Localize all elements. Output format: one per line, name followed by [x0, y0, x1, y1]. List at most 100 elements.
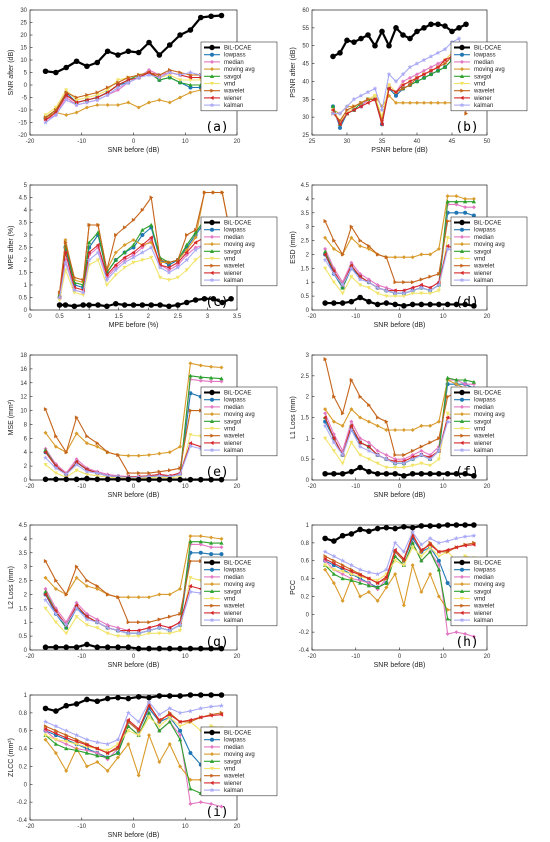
data-point [436, 246, 441, 251]
data-point [456, 35, 462, 41]
legend-marker [459, 242, 465, 247]
data-point [166, 645, 173, 652]
data-point [112, 300, 119, 307]
data-point [352, 104, 357, 109]
data-point [63, 240, 68, 245]
data-point [184, 242, 189, 247]
data-point [166, 265, 171, 270]
y-tick-label: 0.2 [301, 594, 310, 600]
y-tick-label: 4 [24, 537, 28, 543]
data-point [73, 644, 80, 651]
data-point [94, 59, 101, 66]
series-line [45, 89, 222, 118]
data-point [188, 72, 193, 78]
data-point [208, 692, 214, 698]
data-point [366, 97, 371, 102]
legend-marker [210, 397, 214, 402]
legend-marker [209, 59, 215, 64]
legend-label: savgol [224, 249, 241, 255]
data-point [392, 294, 398, 299]
data-point [73, 476, 80, 483]
y-tick-label: 0.5 [301, 457, 310, 463]
legend-label: wiener [223, 96, 242, 102]
data-point [366, 528, 372, 535]
legend-label: kalman [474, 448, 493, 454]
data-point [122, 250, 127, 255]
data-point [53, 708, 59, 714]
legend-marker [459, 389, 465, 396]
x-tick-label: -20 [26, 484, 35, 490]
legend-marker [209, 234, 215, 239]
y-tick-label: 0 [24, 478, 28, 484]
data-point [419, 291, 424, 296]
legend-marker [459, 256, 465, 261]
data-point [401, 86, 406, 91]
data-point [116, 80, 121, 85]
y-tick-label: 16 [20, 367, 27, 373]
data-point [407, 35, 413, 42]
data-point [184, 268, 189, 273]
data-point [435, 100, 441, 105]
data-point [63, 97, 69, 103]
panel-label: (d) [455, 295, 478, 310]
data-point [135, 49, 142, 56]
data-point [175, 302, 181, 308]
legend-label: vmd [224, 597, 235, 603]
data-point [218, 12, 225, 19]
data-point [185, 232, 189, 238]
y-axis-label: MPE after (%) [8, 226, 15, 270]
y-axis-label: SNR after (dB) [8, 50, 15, 96]
data-point [344, 111, 349, 116]
data-point [146, 476, 152, 483]
y-tick-label: 0.8 [19, 711, 28, 717]
legend-marker [459, 102, 465, 108]
data-point [393, 90, 398, 95]
legend-label: wiener [473, 441, 492, 447]
data-point [419, 277, 424, 282]
data-point [95, 102, 100, 108]
data-point [436, 282, 442, 288]
data-point [42, 68, 49, 75]
legend-entry: moving avg [454, 242, 505, 248]
y-tick-label: 0.5 [19, 634, 28, 640]
legend-entry: median [204, 234, 244, 241]
data-point [330, 110, 336, 116]
legend-label: median [224, 405, 244, 411]
data-point [177, 693, 183, 699]
data-point [471, 205, 476, 210]
x-tick-label: 1 [87, 314, 91, 320]
data-point [428, 65, 434, 70]
data-point [113, 262, 118, 268]
data-point [383, 300, 390, 306]
legend-label: median [474, 235, 494, 241]
data-point [331, 538, 337, 544]
legend-label: moving avg [224, 582, 255, 588]
legend-label: kalman [224, 618, 243, 624]
y-tick-label: 0.5 [301, 294, 310, 300]
data-point [357, 294, 363, 301]
y-tick-label: 30 [20, 8, 27, 14]
data-point [414, 100, 420, 105]
legend-label: wiener [223, 611, 242, 617]
data-point [178, 728, 183, 733]
data-point [210, 295, 217, 302]
legend-label: BiL-DCAE [224, 221, 251, 227]
data-point [188, 75, 193, 80]
x-tick-label: -10 [351, 484, 360, 490]
y-tick-label: -0.4 [299, 648, 310, 654]
chart-panel-i: -20 -10 0 10 20 -0.4 -0.2 0 0.2 0.4 0.6 0.8 1 SNR bef… [8, 692, 278, 839]
data-point [366, 298, 372, 305]
legend-label: wiener [223, 271, 242, 277]
y-tick-label: 0 [306, 308, 310, 314]
data-point [338, 125, 342, 130]
legend-marker [209, 44, 215, 51]
data-point [421, 72, 426, 77]
legend-label: savgol [224, 759, 241, 765]
data-point [427, 287, 433, 293]
data-point [339, 470, 346, 477]
data-point [351, 96, 357, 102]
data-point [105, 102, 110, 108]
data-point [427, 301, 433, 308]
data-point [53, 644, 59, 651]
